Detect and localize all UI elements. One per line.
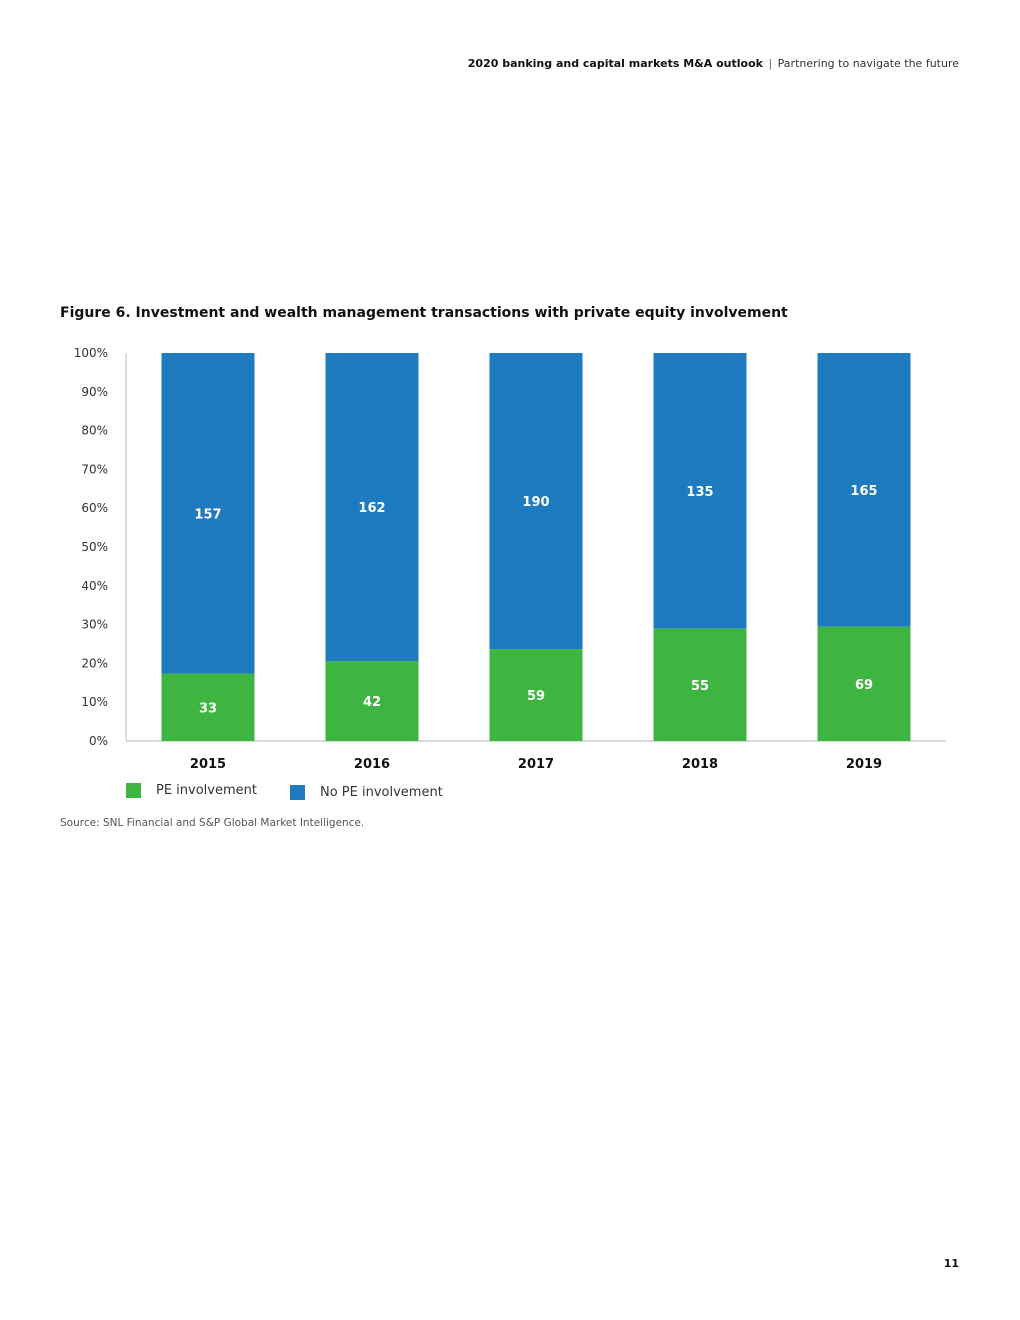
y-tick-label: 50% bbox=[81, 540, 108, 554]
bar-pe-2015 bbox=[161, 673, 255, 741]
legend-swatch-no-pe bbox=[290, 785, 305, 800]
page-header: 2020 banking and capital markets M&A out… bbox=[468, 57, 959, 70]
data-label-no-pe-2016: 162 bbox=[358, 501, 385, 516]
y-tick-label: 80% bbox=[81, 424, 108, 438]
page-number: 11 bbox=[943, 1257, 959, 1270]
bar-pe-2018 bbox=[653, 628, 747, 741]
y-tick-label: 100% bbox=[74, 346, 108, 360]
data-label-pe-2018: 55 bbox=[691, 679, 709, 694]
x-tick-label: 2016 bbox=[354, 757, 390, 772]
y-tick-label: 90% bbox=[81, 385, 108, 399]
x-tick-label: 2019 bbox=[846, 757, 882, 772]
legend-label-pe: PE involvement bbox=[156, 783, 257, 798]
legend-swatch-pe bbox=[126, 783, 141, 798]
bar-no-pe-2019 bbox=[817, 353, 911, 627]
figure-title: Figure 6. Investment and wealth manageme… bbox=[60, 305, 788, 321]
data-label-no-pe-2019: 165 bbox=[850, 484, 877, 499]
data-label-pe-2015: 33 bbox=[199, 701, 217, 716]
x-tick-label: 2018 bbox=[682, 757, 718, 772]
legend-label-no-pe: No PE involvement bbox=[320, 785, 443, 800]
y-tick-label: 40% bbox=[81, 579, 108, 593]
data-label-no-pe-2017: 190 bbox=[522, 495, 549, 510]
x-tick-label: 2015 bbox=[190, 757, 226, 772]
y-tick-label: 70% bbox=[81, 462, 108, 476]
legend-item-pe: PE involvement bbox=[126, 783, 257, 798]
data-label-pe-2016: 42 bbox=[363, 695, 381, 710]
report-subtitle: Partnering to navigate the future bbox=[777, 57, 959, 70]
data-label-no-pe-2015: 157 bbox=[194, 507, 221, 522]
y-tick-label: 0% bbox=[89, 734, 108, 748]
x-tick-label: 2017 bbox=[518, 757, 554, 772]
y-tick-label: 20% bbox=[81, 656, 108, 670]
bar-pe-2019 bbox=[817, 626, 911, 741]
y-tick-label: 30% bbox=[81, 618, 108, 632]
y-tick-label: 60% bbox=[81, 501, 108, 515]
legend-item-no-pe: No PE involvement bbox=[290, 785, 443, 800]
y-tick-label: 10% bbox=[81, 695, 108, 709]
bar-no-pe-2015 bbox=[161, 353, 255, 674]
source-note: Source: SNL Financial and S&P Global Mar… bbox=[60, 817, 365, 829]
bar-pe-2017 bbox=[489, 649, 583, 741]
header-separator: | bbox=[768, 57, 773, 70]
bar-no-pe-2018 bbox=[653, 353, 747, 629]
bar-no-pe-2016 bbox=[325, 353, 419, 662]
data-label-no-pe-2018: 135 bbox=[686, 485, 713, 500]
data-label-pe-2019: 69 bbox=[855, 678, 873, 693]
bar-no-pe-2017 bbox=[489, 353, 583, 650]
report-title: 2020 banking and capital markets M&A out… bbox=[467, 57, 763, 70]
bar-pe-2016 bbox=[325, 661, 419, 741]
data-label-pe-2017: 59 bbox=[527, 689, 545, 704]
